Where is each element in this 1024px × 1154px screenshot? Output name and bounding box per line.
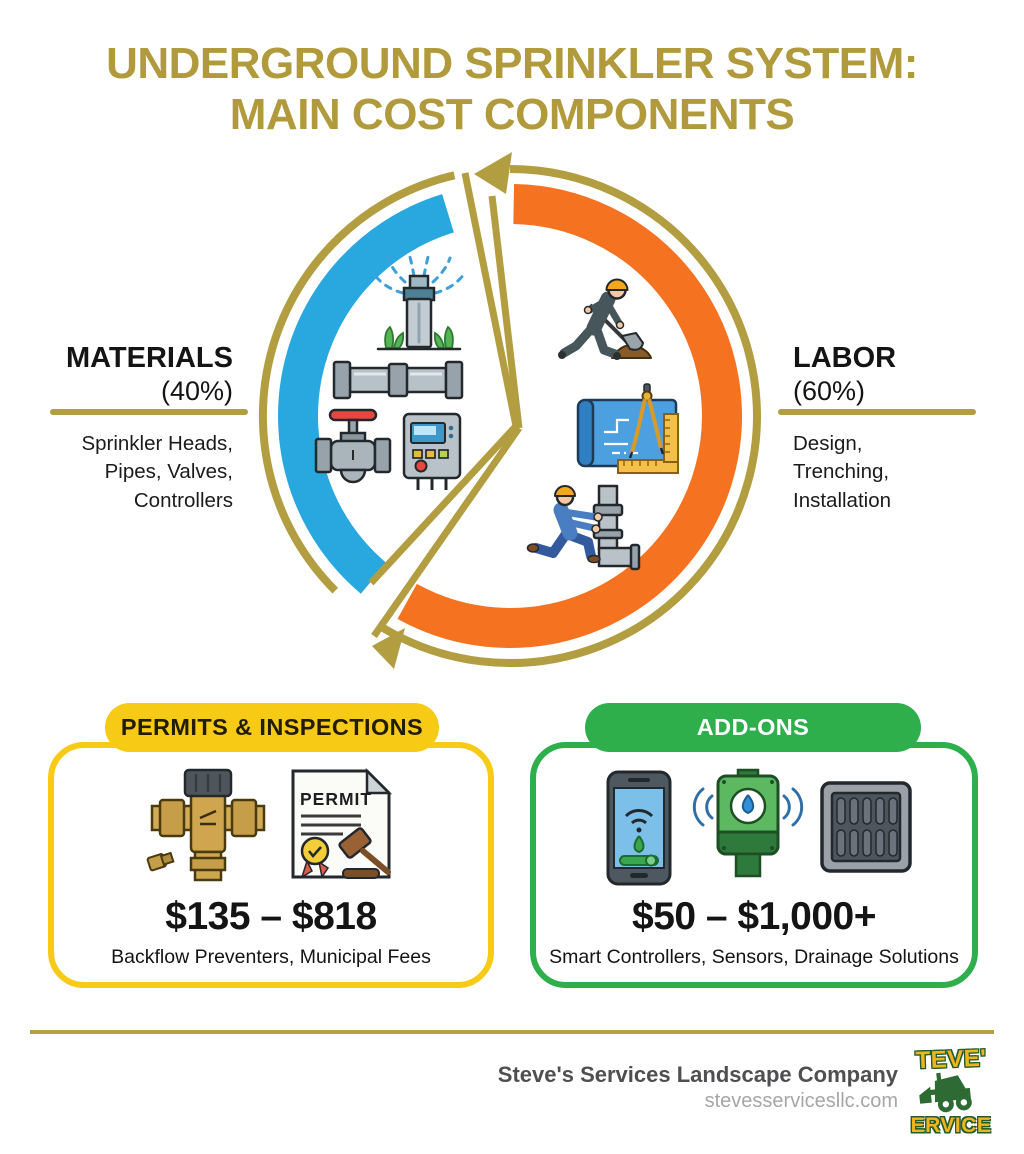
digging-worker-icon xyxy=(558,278,652,360)
permits-caption: Backflow Preventers, Municipal Fees xyxy=(111,946,431,968)
controller-icon xyxy=(402,412,462,490)
materials-slice xyxy=(278,194,454,594)
materials-detail-line: Controllers xyxy=(133,488,233,512)
divider-line-4 xyxy=(368,423,519,586)
backflow-preventer-icon xyxy=(146,768,266,882)
permit-doc-label: PERMIT xyxy=(300,789,372,809)
ring-arrow-arc xyxy=(376,165,761,667)
drain-grate-icon xyxy=(820,781,912,873)
valve-icon xyxy=(314,408,392,484)
company-website: stevesservicesllc.com xyxy=(704,1090,898,1112)
addons-price: $50 – $1,000+ xyxy=(632,895,877,938)
labor-details: Design, Trenching, Installation xyxy=(793,430,1003,515)
arrow-top-icon xyxy=(474,152,512,194)
divider-line-1 xyxy=(461,172,520,427)
page-title: UNDERGROUND SPRINKLER SYSTEM: MAIN COST … xyxy=(0,38,1024,140)
company-name: Steve's Services Landscape Company xyxy=(497,1062,898,1087)
skid-steer-icon xyxy=(919,1072,972,1113)
logo-text-bottom: ERVICE xyxy=(910,1114,992,1137)
smart-controller-phone-icon xyxy=(606,770,672,886)
arrow-bottom-icon xyxy=(372,628,405,669)
wireless-sensor-icon xyxy=(692,768,804,878)
pipe-worker-icon xyxy=(526,484,641,571)
materials-callout-line xyxy=(50,409,248,415)
labor-callout-line xyxy=(778,409,976,415)
materials-details: Sprinkler Heads, Pipes, Valves, Controll… xyxy=(20,430,233,515)
materials-pct: (40%) xyxy=(160,376,233,406)
materials-detail-line: Sprinkler Heads, xyxy=(81,432,233,455)
labor-label: LABOR xyxy=(793,342,897,374)
footer-divider xyxy=(30,1030,994,1034)
blueprint-icon xyxy=(576,383,679,474)
labor-detail-line: Trenching, xyxy=(793,460,890,484)
pie-chart-svg xyxy=(258,152,761,669)
labor-detail-line: Design, xyxy=(793,432,863,455)
permits-header: PERMITS & INSPECTIONS xyxy=(105,703,439,752)
labor-pct: (60%) xyxy=(793,376,866,406)
divider-line-3 xyxy=(371,425,522,639)
company-logo: TEVE' ERVICE xyxy=(905,1045,997,1138)
permits-price: $135 – $818 xyxy=(165,895,377,938)
ring-left-arc xyxy=(258,171,456,594)
addons-caption: Smart Controllers, Sensors, Drainage Sol… xyxy=(549,946,959,968)
materials-label: MATERIALS xyxy=(65,342,233,374)
labor-detail-line: Installation xyxy=(793,488,892,512)
permit-document-icon: PERMIT xyxy=(291,767,393,879)
materials-detail-line: Pipes, Valves, xyxy=(104,460,233,484)
sprinkler-head-icon xyxy=(372,255,466,351)
addons-header: ADD-ONS xyxy=(585,703,921,752)
divider-line-2 xyxy=(488,195,523,429)
pipe-icon xyxy=(332,360,464,400)
labor-slice xyxy=(397,184,742,648)
page-title-line1: UNDERGROUND SPRINKLER SYSTEM: xyxy=(106,39,918,88)
page-title-line2: MAIN COST COMPONENTS xyxy=(229,90,795,140)
